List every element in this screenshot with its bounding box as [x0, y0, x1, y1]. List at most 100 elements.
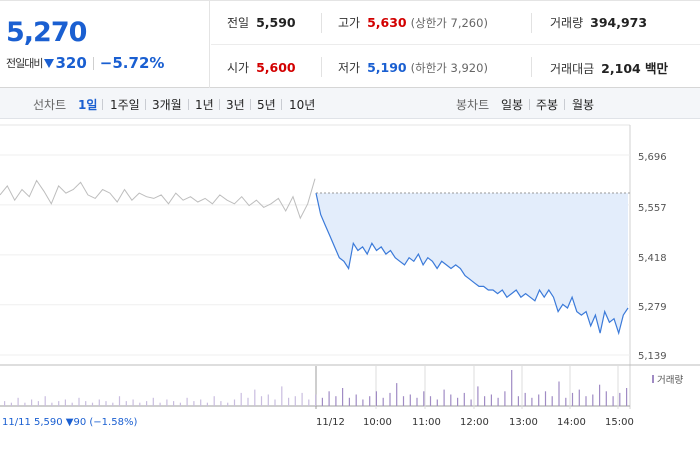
volume-bar — [321, 397, 323, 406]
current-price: 5,270 — [6, 17, 87, 48]
volume-bar — [10, 402, 12, 406]
volume-bar — [24, 402, 26, 406]
high-stat: 고가 5,630 (상한가 7,260) — [338, 14, 488, 31]
column-divider — [321, 57, 322, 77]
time-tick: 14:00 — [557, 417, 586, 428]
divider — [102, 99, 103, 110]
volume-bar — [416, 397, 418, 406]
volume-bar — [375, 391, 377, 406]
low-value: 5,190 — [367, 59, 407, 75]
volume-label: 거래량 — [550, 16, 584, 30]
candle-monthly-button[interactable]: 월봉 — [572, 98, 595, 112]
volume-bar — [612, 396, 614, 406]
column-divider — [321, 13, 322, 33]
volume-legend-swatch — [652, 375, 654, 383]
volume-bar — [44, 396, 46, 406]
volume-bar — [118, 396, 121, 406]
volume-bar — [200, 399, 202, 406]
divider — [92, 56, 94, 70]
volume-bar — [315, 394, 317, 406]
price-tick: 5,557 — [638, 203, 667, 214]
volume-bar — [551, 396, 553, 406]
period-5y-button[interactable]: 5년 — [257, 98, 276, 112]
volume-bar — [125, 401, 127, 406]
period-1d-button[interactable]: 1일 — [78, 98, 98, 112]
volume-bar — [619, 392, 621, 406]
volume-bar — [78, 397, 80, 406]
volume-bar — [233, 399, 236, 406]
period-3m-button[interactable]: 3개월 — [152, 98, 182, 112]
volume-bar — [173, 401, 175, 406]
volume-bar — [605, 391, 607, 406]
period-1y-button[interactable]: 1년 — [195, 98, 214, 112]
volume-bar — [362, 399, 364, 406]
period-1w-button[interactable]: 1주일 — [110, 98, 140, 112]
volume-bar — [389, 392, 391, 406]
volume-bar — [85, 401, 87, 406]
candle-daily-button[interactable]: 일봉 — [501, 98, 524, 112]
lower-limit: (하한가 3,920) — [410, 60, 488, 75]
period-10y-button[interactable]: 10년 — [289, 98, 316, 112]
volume-bar — [429, 396, 432, 406]
volume-bar — [477, 386, 479, 406]
change-value: 320 — [55, 54, 87, 72]
volume-bar — [578, 389, 580, 406]
time-tick: 10:00 — [363, 417, 392, 428]
volume-bar — [193, 401, 195, 406]
quote-summary: 5,270 전일대비 320 −5.72% 전일 5,590 고가 5,630 … — [0, 0, 700, 89]
volume-bar — [105, 401, 107, 406]
price-tick: 5,696 — [638, 152, 667, 163]
volume-bar — [504, 391, 506, 406]
upper-limit: (상한가 7,260) — [410, 16, 488, 30]
volume-bar — [457, 397, 459, 406]
candle-weekly-button[interactable]: 주봉 — [536, 98, 559, 112]
intraday-chart[interactable]: 5,696 5,557 5,418 5,279 5,139 거래량 11/11 … — [0, 119, 700, 450]
volume-bar — [267, 394, 269, 406]
volume-bar — [484, 396, 486, 406]
trade-amount-label: 거래대금 — [550, 61, 595, 76]
today-fill-area — [316, 193, 628, 334]
volume-bar — [524, 392, 526, 406]
divider — [145, 99, 146, 110]
volume-bar — [511, 370, 513, 406]
volume-value: 394,973 — [590, 15, 648, 30]
volume-bar — [436, 399, 438, 406]
volume-bar — [274, 399, 276, 406]
trade-amount-value: 2,104 백만 — [601, 60, 669, 76]
volume-bar — [348, 397, 350, 406]
volume-bar — [240, 392, 242, 406]
volume-bar — [538, 394, 540, 406]
volume-bar — [179, 402, 181, 406]
volume-bar — [544, 391, 547, 406]
volume-bar — [281, 386, 283, 406]
volume-bar — [585, 396, 587, 406]
volume-bar — [335, 396, 337, 406]
prev-close-label: 전일 — [227, 16, 250, 30]
volume-bar — [328, 391, 330, 406]
volume-bar — [443, 389, 445, 406]
volume-bar — [247, 397, 249, 406]
volume-bar — [132, 399, 134, 406]
time-tick: 11/12 — [316, 417, 345, 428]
volume-bar — [294, 396, 296, 406]
volume-stat: 거래량 394,973 — [550, 14, 647, 31]
time-tick: 13:00 — [509, 417, 538, 428]
volume-bar — [423, 391, 425, 406]
price-tick: 5,418 — [638, 253, 667, 264]
volume-bar — [497, 397, 499, 406]
low-label: 저가 — [338, 60, 361, 75]
volume-bars — [4, 370, 628, 406]
volume-bar — [91, 402, 94, 406]
volume-bar — [139, 402, 141, 406]
prev-close-stat: 전일 5,590 — [227, 14, 296, 31]
previous-day-info: 11/11 5,590 ▼90 (−1.58%) — [2, 417, 137, 428]
stat-row-2: 시가 5,600 저가 5,190 (하한가 3,920) 거래대금 2,104… — [211, 45, 700, 89]
divider — [250, 99, 251, 110]
volume-bar — [517, 396, 519, 406]
volume-bar — [470, 399, 472, 406]
high-label: 고가 — [338, 16, 361, 30]
change-label: 전일대비 — [6, 57, 43, 70]
volume-bar — [463, 392, 465, 406]
divider — [219, 99, 220, 110]
period-3y-button[interactable]: 3년 — [226, 98, 245, 112]
